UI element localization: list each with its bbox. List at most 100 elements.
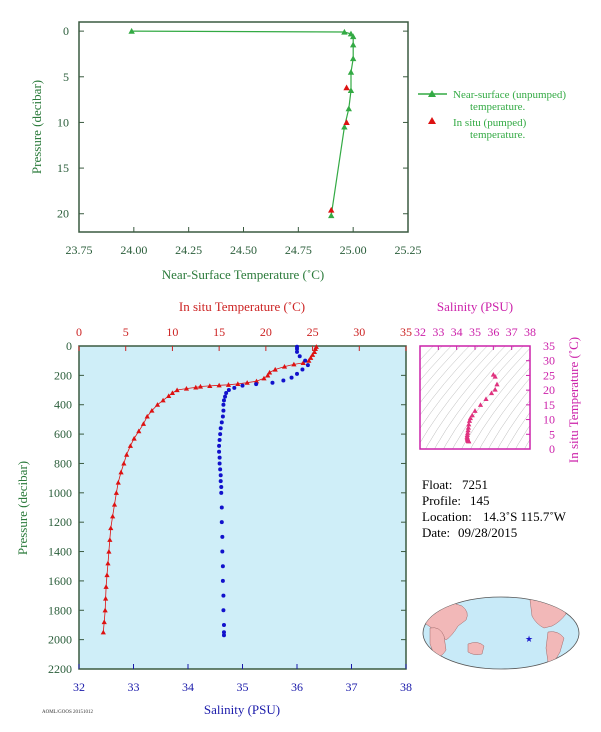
density-contour-line [488, 388, 530, 449]
temp-tick-label: 10 [166, 325, 178, 339]
salinity-point [221, 633, 226, 638]
temperature-point [253, 378, 260, 384]
ts-point [466, 438, 472, 444]
pressure-tick-label: 2200 [48, 662, 72, 676]
top-y-tick-label: 10 [57, 115, 69, 129]
salinity-point [221, 408, 226, 413]
near-surface-temperature-point [347, 69, 355, 75]
density-contour-line [420, 346, 461, 392]
temperature-point [118, 469, 124, 475]
ts-top-axis-label: Salinity (PSU) [437, 299, 513, 314]
temperature-point [272, 366, 278, 372]
temperature-point [149, 408, 155, 413]
temperature-point [312, 346, 318, 352]
salinity-point [295, 349, 299, 354]
top-x-tick-label: 24.75 [285, 243, 312, 257]
salinity-point [219, 505, 224, 510]
pressure-tick-label: 400 [54, 398, 72, 412]
salinity-tick-label: 33 [128, 680, 140, 694]
density-contour-line [461, 357, 530, 449]
float-location-star-icon: ★ [525, 635, 533, 645]
salinity-point [240, 383, 245, 388]
near-surface-temperature-point [328, 212, 335, 219]
world-map: ★ [422, 596, 580, 670]
top-y-tick-label: 20 [57, 207, 69, 221]
ts-temperature-tick-label: 30 [543, 354, 555, 368]
top-x-tick-label: 24.50 [230, 243, 257, 257]
salinity-point [218, 479, 223, 484]
temperature-point [136, 428, 142, 434]
salinity-point [220, 549, 225, 554]
temperature-point [107, 537, 113, 542]
temperature-point [216, 382, 222, 388]
density-contour-line [420, 346, 479, 416]
pressure-tick-label: 1400 [48, 545, 72, 559]
near-surface-temperature-point [347, 87, 355, 94]
legend-marker-near-surface [428, 90, 436, 97]
temp-tick-label: 15 [213, 325, 225, 339]
temperature-point [127, 443, 133, 448]
temperature-point [131, 435, 137, 441]
density-contour-line [420, 346, 497, 444]
ts-point [466, 421, 472, 427]
ts-salinity-tick-label: 38 [524, 325, 536, 339]
salinity-point [217, 443, 222, 448]
top-y-tick-label: 5 [63, 70, 69, 84]
top-x-tick-label: 25.25 [395, 243, 422, 257]
temp-tick-label: 25 [307, 325, 319, 339]
float-info: Float: 7251 Profile: 145 Location: 14.3˚… [422, 477, 567, 540]
temperature-point [111, 501, 118, 507]
temperature-point [266, 369, 273, 375]
salinity-tick-label: 32 [73, 680, 85, 694]
ts-point [477, 402, 484, 407]
temperature-point [300, 360, 306, 365]
salinity-point [232, 385, 237, 390]
pressure-tick-label: 200 [54, 368, 72, 382]
main-plot-frame [78, 345, 407, 670]
temp-tick-label: 30 [353, 325, 365, 339]
salinity-point [297, 354, 302, 359]
density-contour-line [425, 346, 506, 449]
salinity-point [217, 437, 222, 442]
density-contour-line [515, 424, 530, 449]
temperature-point [103, 595, 109, 601]
salinity-point [295, 371, 299, 376]
temperature-point [169, 390, 176, 396]
ts-temperature-tick-label: 15 [543, 398, 555, 412]
salinity-point [221, 398, 226, 403]
float-value: 7251 [462, 477, 488, 492]
temperature-point [110, 513, 116, 519]
salinity-point [221, 608, 226, 613]
top-x-tick-label: 23.75 [66, 243, 93, 257]
ts-point [465, 424, 471, 430]
top-legend: Near-surface (unpumped) temperature. In … [418, 89, 566, 141]
temp-tick-label: 5 [123, 325, 129, 339]
pressure-tick-label: 2000 [48, 633, 72, 647]
ts-salinity-tick-label: 33 [432, 325, 444, 339]
profile-value: 145 [470, 493, 490, 508]
temperature-point [106, 548, 112, 554]
main-y-axis-label: Pressure (decibar) [15, 461, 30, 555]
temperature-point [311, 349, 318, 354]
ts-temperature-tick-label: 20 [543, 383, 555, 397]
temperature-point [281, 363, 288, 369]
salinity-point [224, 390, 229, 395]
salinity-point [217, 461, 222, 466]
salinity-point [220, 564, 225, 569]
density-contour-line [528, 336, 601, 459]
density-contour-line [443, 346, 524, 449]
top-x-axis-label: Near-Surface Temperature (˚C) [162, 267, 324, 282]
near-surface-temperature-point [341, 123, 348, 130]
legend-label-near-surface-1: Near-surface (unpumped) [453, 89, 566, 101]
temp-tick-label: 35 [400, 325, 412, 339]
map-australia [467, 642, 485, 655]
temperature-point [144, 413, 150, 419]
salinity-point [221, 622, 226, 627]
ts-side-axis-label: In situ Temperature (˚C) [566, 337, 581, 463]
pressure-tick-label: 600 [54, 427, 72, 441]
ts-temperature-tick-label: 35 [543, 339, 555, 353]
salinity-tick-label: 38 [400, 680, 412, 694]
temperature-point [265, 372, 271, 378]
temperature-point [197, 383, 204, 389]
